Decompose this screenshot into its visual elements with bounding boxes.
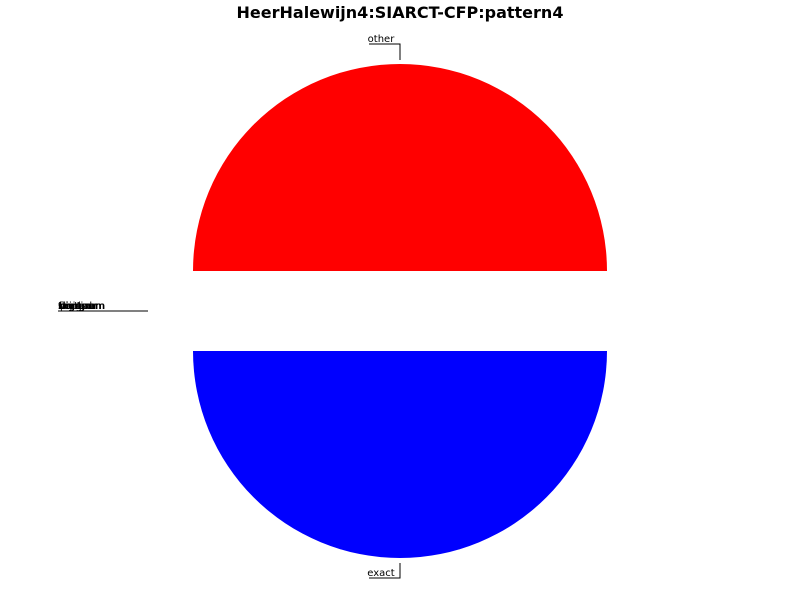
zero-label-skipgram: skipgram [58,301,104,312]
zero-label-unigram: unigram [60,301,102,312]
zero-label-partial: partial [60,301,92,312]
chart-title: HeerHalewijn4:SIARCT-CFP:pattern4 [237,3,564,22]
zero-label-contour: contour [59,301,98,312]
zero-label-bigram: bigram [59,301,94,312]
label-leader-other [369,43,401,60]
zero-label-fourgram: fourgram [59,301,105,312]
pie-slice-other [193,64,607,271]
zero-value-labels: trigrambigramunigramskipgramfourgrampart… [58,301,105,312]
label-leader-exact [369,563,401,579]
zero-label-rhythm: rhythm [58,301,94,312]
zero-label-trigram: trigram [58,301,95,312]
slice-label-other: other [368,34,396,45]
pie-slice-exact [193,351,607,558]
slice-label-exact: exact [367,568,395,579]
